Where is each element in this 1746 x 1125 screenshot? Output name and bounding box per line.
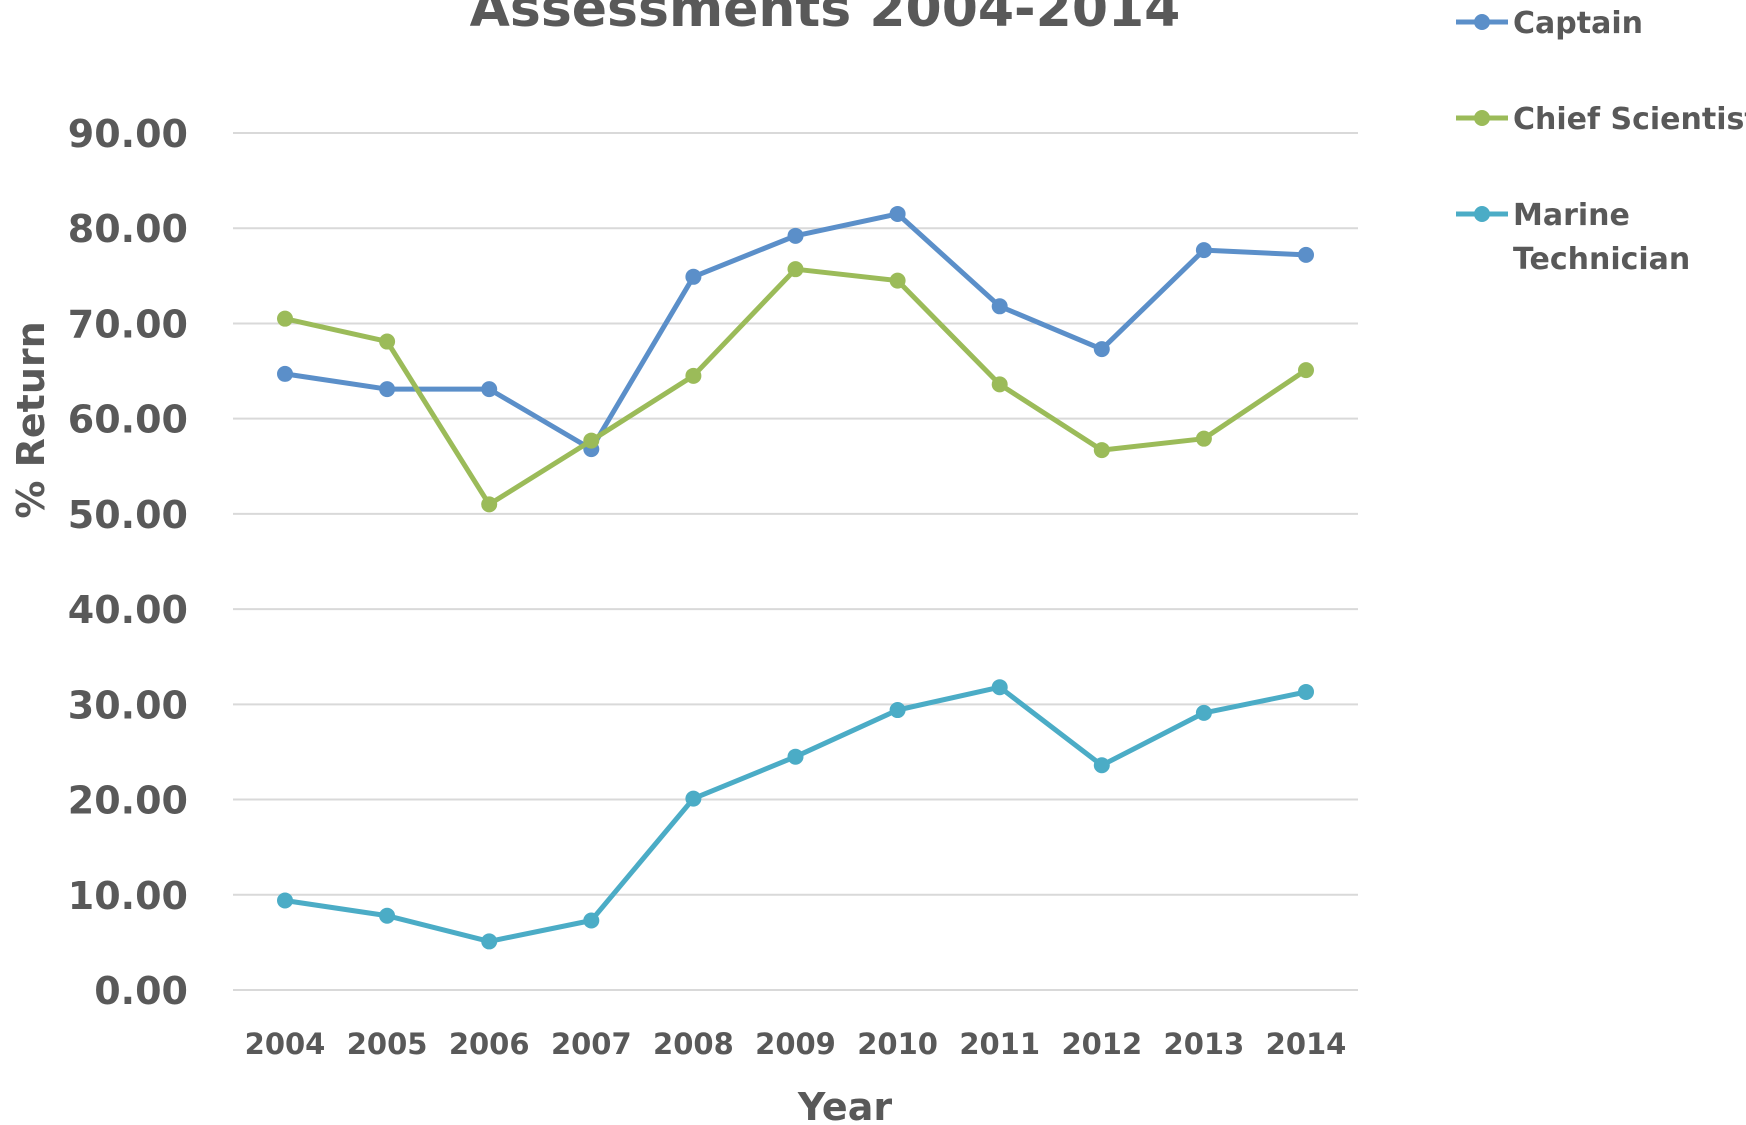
legend-label: Marine	[1513, 198, 1630, 233]
data-point	[1195, 242, 1212, 259]
legend-label: Technician	[1513, 242, 1690, 277]
data-point	[1093, 442, 1110, 459]
data-point	[889, 272, 906, 289]
y-tick-label: 80.00	[68, 207, 188, 251]
data-point	[1195, 704, 1212, 721]
x-axis-ticks: 2004 2005 2006 2007 2008 2009 2010 2011 2012 2013…	[245, 1027, 1347, 1061]
data-point	[889, 702, 906, 719]
chart-title: Assessments 2004-2014	[470, 0, 1181, 39]
data-point	[685, 790, 702, 807]
legend-label: Captain	[1513, 6, 1643, 41]
data-point	[991, 298, 1008, 315]
legend-swatch-marker	[1474, 14, 1490, 30]
legend-item-chief-scientist: Chief Scientist	[1456, 102, 1746, 137]
x-tick-label: 2004	[245, 1027, 326, 1061]
data-point	[685, 367, 702, 384]
data-point	[787, 748, 804, 765]
data-point	[991, 679, 1008, 696]
y-tick-label: 90.00	[68, 112, 188, 156]
data-point	[991, 376, 1008, 393]
series-marine-technician	[277, 679, 1314, 950]
x-tick-label: 2011	[959, 1027, 1040, 1061]
legend-swatch-marker	[1474, 206, 1490, 222]
series-line-marine-technician	[282, 684, 1309, 944]
series-lines	[277, 205, 1314, 950]
y-tick-label: 20.00	[68, 779, 188, 823]
x-axis-label: Year	[797, 1085, 892, 1125]
data-point	[1093, 341, 1110, 358]
legend-swatch-marker	[1474, 110, 1490, 126]
x-tick-label: 2008	[653, 1027, 734, 1061]
data-point	[481, 381, 498, 398]
x-tick-label: 2012	[1061, 1027, 1142, 1061]
legend-item-captain: Captain	[1456, 6, 1643, 41]
data-point	[379, 907, 396, 924]
series-chief-scientist	[277, 261, 1314, 513]
data-point	[787, 261, 804, 278]
series-line-captain	[282, 211, 1309, 452]
x-tick-label: 2007	[551, 1027, 632, 1061]
series-captain	[277, 205, 1314, 458]
data-point	[481, 933, 498, 950]
y-tick-label: 0.00	[94, 969, 188, 1013]
data-point	[583, 912, 600, 929]
data-point	[1298, 246, 1314, 263]
data-point	[685, 268, 702, 285]
x-tick-label: 2005	[347, 1027, 428, 1061]
data-point	[583, 432, 600, 449]
data-point	[1195, 430, 1212, 447]
y-axis-ticks: 0.00 10.00 20.00 30.00 40.00 50.00 60.00 70.00 8…	[68, 112, 188, 1013]
x-tick-label: 2014	[1266, 1027, 1347, 1061]
data-point	[481, 496, 498, 513]
legend: Captain Chief Scientist Marine Technician	[1456, 6, 1746, 277]
y-axis-label: % Return	[9, 321, 53, 518]
data-point	[1298, 362, 1314, 379]
x-tick-label: 2010	[857, 1027, 938, 1061]
x-tick-label: 2013	[1164, 1027, 1245, 1061]
data-point	[379, 333, 396, 350]
y-tick-label: 30.00	[68, 683, 188, 727]
legend-label: Chief Scientist	[1513, 102, 1746, 137]
y-tick-label: 10.00	[68, 874, 188, 918]
data-point	[277, 365, 293, 382]
y-tick-label: 50.00	[68, 493, 188, 537]
y-tick-label: 40.00	[68, 588, 188, 632]
data-point	[277, 310, 293, 327]
y-tick-label: 70.00	[68, 302, 188, 346]
data-point	[379, 381, 396, 398]
data-point	[1093, 757, 1110, 774]
data-point	[889, 205, 906, 222]
x-tick-label: 2006	[449, 1027, 530, 1061]
data-point	[787, 227, 804, 244]
x-tick-label: 2009	[755, 1027, 836, 1061]
data-point	[1298, 683, 1314, 700]
data-point	[277, 892, 293, 909]
y-tick-label: 60.00	[68, 398, 188, 442]
legend-item-marine-technician: Marine Technician	[1456, 198, 1690, 277]
